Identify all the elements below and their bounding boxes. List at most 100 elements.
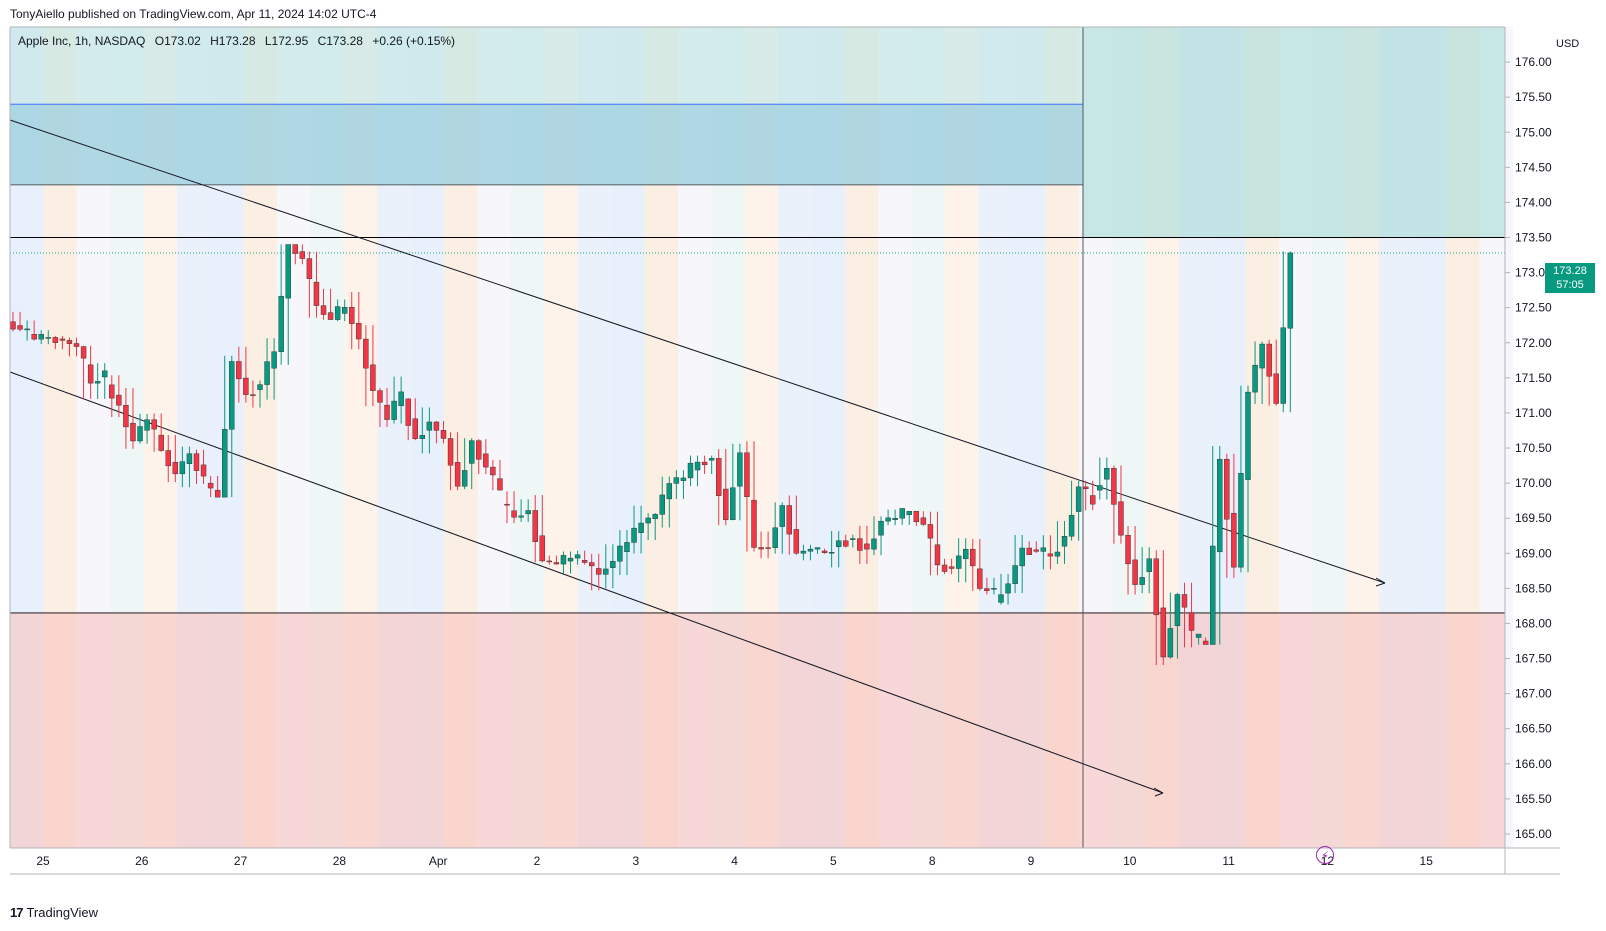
candle-body[interactable]	[1040, 547, 1047, 552]
candle-body[interactable]	[454, 462, 461, 487]
candle-body[interactable]	[843, 540, 849, 547]
candle-body[interactable]	[610, 561, 616, 568]
candle-body[interactable]	[1026, 547, 1032, 555]
candle-body[interactable]	[349, 307, 355, 324]
candle-body[interactable]	[1090, 495, 1096, 505]
candle-body[interactable]	[1153, 558, 1159, 616]
candle-body[interactable]	[645, 517, 651, 524]
candle-body[interactable]	[835, 540, 842, 547]
candle-body[interactable]	[574, 554, 581, 559]
candle-body[interactable]	[10, 321, 16, 330]
candle-body[interactable]	[66, 340, 73, 344]
candle-body[interactable]	[1111, 468, 1117, 505]
candle-body[interactable]	[38, 334, 44, 340]
candle-body[interactable]	[1146, 558, 1152, 572]
candle-body[interactable]	[313, 281, 320, 306]
candle-body[interactable]	[546, 560, 553, 563]
candle-body[interactable]	[214, 489, 221, 498]
candle-body[interactable]	[941, 564, 948, 572]
candle-body[interactable]	[483, 453, 489, 468]
candle-body[interactable]	[341, 307, 348, 314]
candle-body[interactable]	[264, 361, 270, 385]
currency-button[interactable]: USD	[1556, 38, 1580, 50]
candle-body[interactable]	[356, 322, 362, 340]
candle-body[interactable]	[603, 568, 609, 575]
candle-body[interactable]	[24, 328, 30, 331]
candle-body[interactable]	[102, 370, 108, 378]
candle-body[interactable]	[334, 306, 341, 320]
candle-body[interactable]	[52, 337, 59, 343]
candle-body[interactable]	[391, 400, 397, 420]
candle-body[interactable]	[31, 334, 37, 340]
candle-body[interactable]	[229, 361, 235, 430]
candle-body[interactable]	[1238, 473, 1244, 568]
candle-body[interactable]	[94, 381, 101, 384]
candle-body[interactable]	[144, 419, 150, 431]
candle-body[interactable]	[1047, 553, 1054, 557]
candle-body[interactable]	[927, 524, 934, 539]
candle-body[interactable]	[73, 343, 80, 347]
candle-body[interactable]	[687, 462, 694, 479]
candle-body[interactable]	[758, 547, 764, 550]
candle-body[interactable]	[1231, 512, 1237, 568]
candle-body[interactable]	[257, 384, 263, 390]
candle-body[interactable]	[1061, 536, 1068, 547]
candle-body[interactable]	[1019, 547, 1025, 567]
candle-body[interactable]	[476, 440, 482, 460]
candle-body[interactable]	[920, 517, 927, 525]
candle-body[interactable]	[539, 535, 545, 562]
candle-body[interactable]	[779, 505, 785, 527]
candle-body[interactable]	[751, 499, 757, 548]
candle-body[interactable]	[793, 529, 800, 554]
candle-body[interactable]	[151, 419, 157, 430]
candle-body[interactable]	[955, 555, 962, 569]
candle-body[interactable]	[708, 458, 715, 461]
candle-body[interactable]	[87, 364, 94, 384]
candle-body[interactable]	[553, 562, 560, 565]
candle-body[interactable]	[370, 364, 376, 391]
candle-body[interactable]	[913, 510, 920, 523]
lightning-icon[interactable]: ⚡	[1316, 846, 1334, 864]
candle-body[interactable]	[1075, 486, 1082, 512]
candle-body[interactable]	[680, 477, 687, 481]
candle-body[interactable]	[588, 562, 595, 567]
candle-body[interactable]	[892, 517, 898, 520]
candle-body[interactable]	[963, 548, 969, 560]
candle-body[interactable]	[497, 478, 503, 491]
candle-body[interactable]	[306, 258, 313, 279]
candle-body[interactable]	[800, 550, 807, 554]
candle-body[interactable]	[581, 560, 588, 563]
candle-body[interactable]	[109, 384, 115, 399]
candle-body[interactable]	[659, 494, 665, 515]
candle-body[interactable]	[1174, 594, 1181, 626]
candle-body[interactable]	[511, 510, 517, 518]
candle-body[interactable]	[504, 503, 510, 506]
candle-body[interactable]	[398, 391, 404, 406]
candle-body[interactable]	[977, 568, 983, 589]
candle-body[interactable]	[532, 510, 538, 542]
candle-body[interactable]	[701, 461, 708, 466]
candle-body[interactable]	[1160, 607, 1167, 658]
candle-body[interactable]	[1132, 559, 1138, 585]
candle-body[interactable]	[786, 505, 792, 535]
candle-body[interactable]	[1266, 343, 1272, 377]
candle-body[interactable]	[1188, 612, 1195, 631]
candle-body[interactable]	[652, 514, 658, 519]
candle-body[interactable]	[1224, 458, 1230, 520]
candle-body[interactable]	[285, 244, 291, 299]
candle-body[interactable]	[624, 542, 630, 553]
candle-body[interactable]	[814, 547, 821, 550]
candle-body[interactable]	[412, 418, 418, 439]
candle-body[interactable]	[1054, 551, 1061, 557]
candle-body[interactable]	[45, 337, 51, 339]
candle-body[interactable]	[765, 547, 771, 549]
candle-body[interactable]	[236, 361, 242, 380]
candle-body[interactable]	[1217, 458, 1223, 553]
candle-body[interactable]	[271, 351, 277, 369]
candle-body[interactable]	[1273, 373, 1279, 404]
candle-body[interactable]	[447, 438, 454, 466]
candle-body[interactable]	[560, 555, 567, 565]
candle-body[interactable]	[617, 545, 623, 562]
candle-body[interactable]	[172, 461, 179, 475]
candle-body[interactable]	[137, 426, 143, 442]
